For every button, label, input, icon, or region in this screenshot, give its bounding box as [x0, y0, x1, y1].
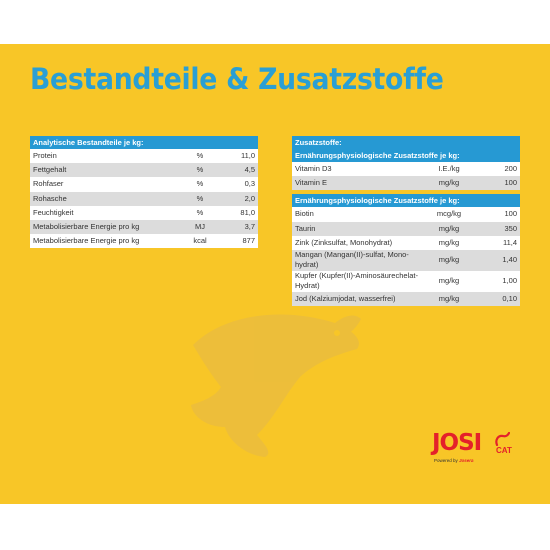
table-header-row: Ernährungsphysiologische Zusatzstoffe je… — [292, 194, 521, 208]
analytical-components-table: Analytische Bestandteile je kg: Protein% 1… — [30, 136, 259, 249]
nutrient-value: 877 — [218, 234, 259, 249]
logo-sub-brand: CAT — [496, 446, 512, 455]
table-row: Kupfer (Kupfer(II)-Aminosäurechelat-Hydr… — [292, 270, 521, 292]
nutrient-value: 1,40 — [474, 249, 521, 271]
nutrient-value: 200 — [474, 162, 521, 177]
nutrient-value: 100 — [474, 207, 521, 222]
table-row: Mangan (Mangan(II)-sulfat, Mono-hydrat) m… — [292, 249, 521, 271]
table-row: Taurin mg/kg 350 — [292, 221, 521, 236]
fish-silhouette-icon — [191, 314, 361, 457]
nutrient-name: Protein — [30, 149, 182, 164]
nutrient-name: Fettgehalt — [30, 163, 182, 178]
analytical-components-body: Analytische Bestandteile je kg: Protein% 1… — [30, 136, 259, 249]
table-row: Fettgehalt% 4,5 — [30, 163, 259, 178]
nutrient-unit: mg/kg — [424, 221, 474, 236]
analytical-header: Analytische Bestandteile je kg: — [30, 136, 259, 149]
nutrient-value: 1,00 — [474, 270, 521, 292]
table-row: Metabolisierbare Energie pro kg kcal 877 — [30, 234, 259, 249]
nutrient-name: Vitamin E — [292, 176, 424, 191]
nutrient-value: 100 — [474, 176, 521, 191]
nutrient-unit: mg/kg — [424, 270, 474, 292]
page-title: Bestandteile & Zusatzstoffe — [30, 62, 444, 96]
nutrient-unit: I.E./kg — [424, 162, 474, 177]
nutrient-unit: mg/kg — [424, 249, 474, 271]
cat-tail-icon — [495, 432, 510, 446]
powered-by-prefix: Powered by — [434, 458, 458, 463]
table-row: Jod (Kalziumjodat, wasserfrei) mg/kg 0,10 — [292, 291, 521, 307]
nutrient-unit: % — [182, 163, 218, 178]
powered-by-brand: Josera — [459, 458, 474, 463]
table-row: Metabolisierbare Energie pro kg MJ 3,7 — [30, 219, 259, 235]
nutrient-name: Kupfer (Kupfer(II)-Aminosäurechelat-Hydr… — [292, 270, 424, 292]
nutrient-unit: mcg/kg — [424, 207, 474, 222]
nutrient-name: Mangan (Mangan(II)-sulfat, Mono-hydrat) — [292, 249, 424, 271]
nutrient-value: 11,0 — [218, 149, 259, 164]
vitamins-header: Ernährungsphysiologische Zusatzstoffe je… — [292, 149, 521, 162]
logo-powered-by: Powered by Josera — [434, 458, 474, 463]
logo-brand: JOSI — [432, 430, 482, 456]
nutrient-value: 81,0 — [218, 205, 259, 220]
nutrient-name: Rohfaser — [30, 177, 182, 192]
nutrient-unit: % — [182, 205, 218, 220]
additives-body: Zusatzstoffe: Ernährungsphysiologische Zu… — [292, 136, 521, 307]
additives-header: Zusatzstoffe: — [292, 136, 521, 149]
nutrient-name: Vitamin D3 — [292, 162, 424, 177]
nutrient-unit: % — [182, 177, 218, 192]
nutrient-unit: kcal — [182, 234, 218, 249]
nutrient-value: 11,4 — [474, 235, 521, 250]
josicat-logo: JOSI CAT Powered by Josera — [432, 430, 512, 472]
nutrient-value: 0,3 — [218, 177, 259, 192]
nutrient-name: Metabolisierbare Energie pro kg — [30, 219, 182, 235]
table-row: Rohfaser% 0,3 — [30, 177, 259, 192]
additives-table: Zusatzstoffe: Ernährungsphysiologische Zu… — [292, 136, 521, 307]
nutrient-value: 4,5 — [218, 163, 259, 178]
minerals-header: Ernährungsphysiologische Zusatzstoffe je… — [292, 194, 521, 208]
nutrient-unit: % — [182, 191, 218, 206]
nutrient-unit: mg/kg — [424, 176, 474, 191]
nutrient-unit: % — [182, 149, 218, 164]
table-row: Biotin mcg/kg 100 — [292, 207, 521, 222]
table-row: Vitamin D3 I.E./kg 200 — [292, 162, 521, 177]
table-header-row: Zusatzstoffe: — [292, 136, 521, 149]
table-row: Zink (Zinksulfat, Monohydrat) mg/kg 11,4 — [292, 235, 521, 250]
nutrient-name: Zink (Zinksulfat, Monohydrat) — [292, 235, 424, 250]
table-header-row: Ernährungsphysiologische Zusatzstoffe je… — [292, 149, 521, 162]
nutrient-value: 3,7 — [218, 219, 259, 235]
nutrient-unit: mg/kg — [424, 235, 474, 250]
nutrient-name: Feuchtigkeit — [30, 205, 182, 220]
nutrient-name: Jod (Kalziumjodat, wasserfrei) — [292, 291, 424, 307]
table-row: Feuchtigkeit% 81,0 — [30, 205, 259, 220]
nutrient-name: Rohasche — [30, 191, 182, 206]
nutrient-value: 350 — [474, 221, 521, 236]
nutrient-name: Metabolisierbare Energie pro kg — [30, 234, 182, 249]
nutrient-unit: mg/kg — [424, 291, 474, 307]
nutrient-unit: MJ — [182, 219, 218, 235]
nutrient-name: Biotin — [292, 207, 424, 222]
nutrient-value: 2,0 — [218, 191, 259, 206]
table-row: Rohasche% 2,0 — [30, 191, 259, 206]
table-row: Protein% 11,0 — [30, 149, 259, 164]
table-header-row: Analytische Bestandteile je kg: — [30, 136, 259, 149]
nutrient-value: 0,10 — [474, 291, 521, 307]
nutrient-name: Taurin — [292, 221, 424, 236]
